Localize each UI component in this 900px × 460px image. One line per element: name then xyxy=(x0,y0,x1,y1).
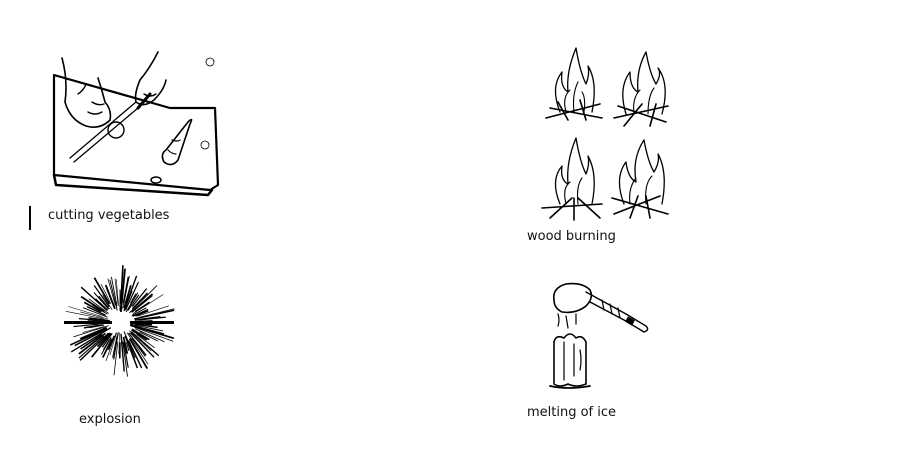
melting-ice-icon xyxy=(549,282,649,389)
caption-wood-burning: wood burning xyxy=(527,229,616,244)
explosion-icon xyxy=(64,265,175,377)
text-cursor-mark xyxy=(29,206,31,230)
caption-explosion: explosion xyxy=(79,412,141,427)
caption-melting-of-ice: melting of ice xyxy=(527,405,617,420)
cutting-vegetables-icon xyxy=(52,51,220,197)
caption-cutting-vegetables: cutting vegetables xyxy=(48,208,170,223)
wood-fire-icon xyxy=(541,47,669,221)
